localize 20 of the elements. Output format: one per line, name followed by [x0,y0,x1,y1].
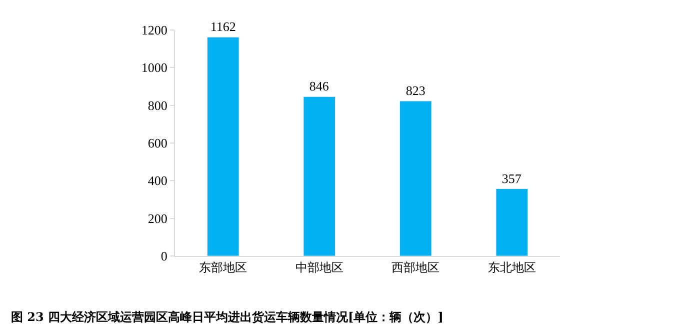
y-tick-label: 800 [148,98,168,113]
y-tick-label: 1000 [141,60,168,76]
bar [206,36,240,256]
bar [399,100,432,256]
bar [496,188,528,256]
x-tick-label: 东部地区 [199,260,248,274]
y-tick-label: 400 [148,173,168,188]
x-tick-label: 西部地区 [392,260,440,274]
y-tick-label: 0 [160,248,168,264]
text: 图 23 四大经济区域运营园区高峰日平均进出货运车辆数量情况[单位：辆（次）] [11,310,444,324]
bar [303,96,336,256]
y-tick-label: 200 [148,210,168,226]
x-tick-label: 东北地区 [488,260,536,274]
data-label: 357 [502,170,522,186]
data-label: 846 [309,78,330,94]
data-label: 1162 [210,19,236,34]
x-tick-label: 中部地区 [295,260,344,274]
data-label: 823 [406,83,426,98]
y-tick-label: 600 [148,136,168,151]
y-tick-label: 1200 [141,22,168,38]
